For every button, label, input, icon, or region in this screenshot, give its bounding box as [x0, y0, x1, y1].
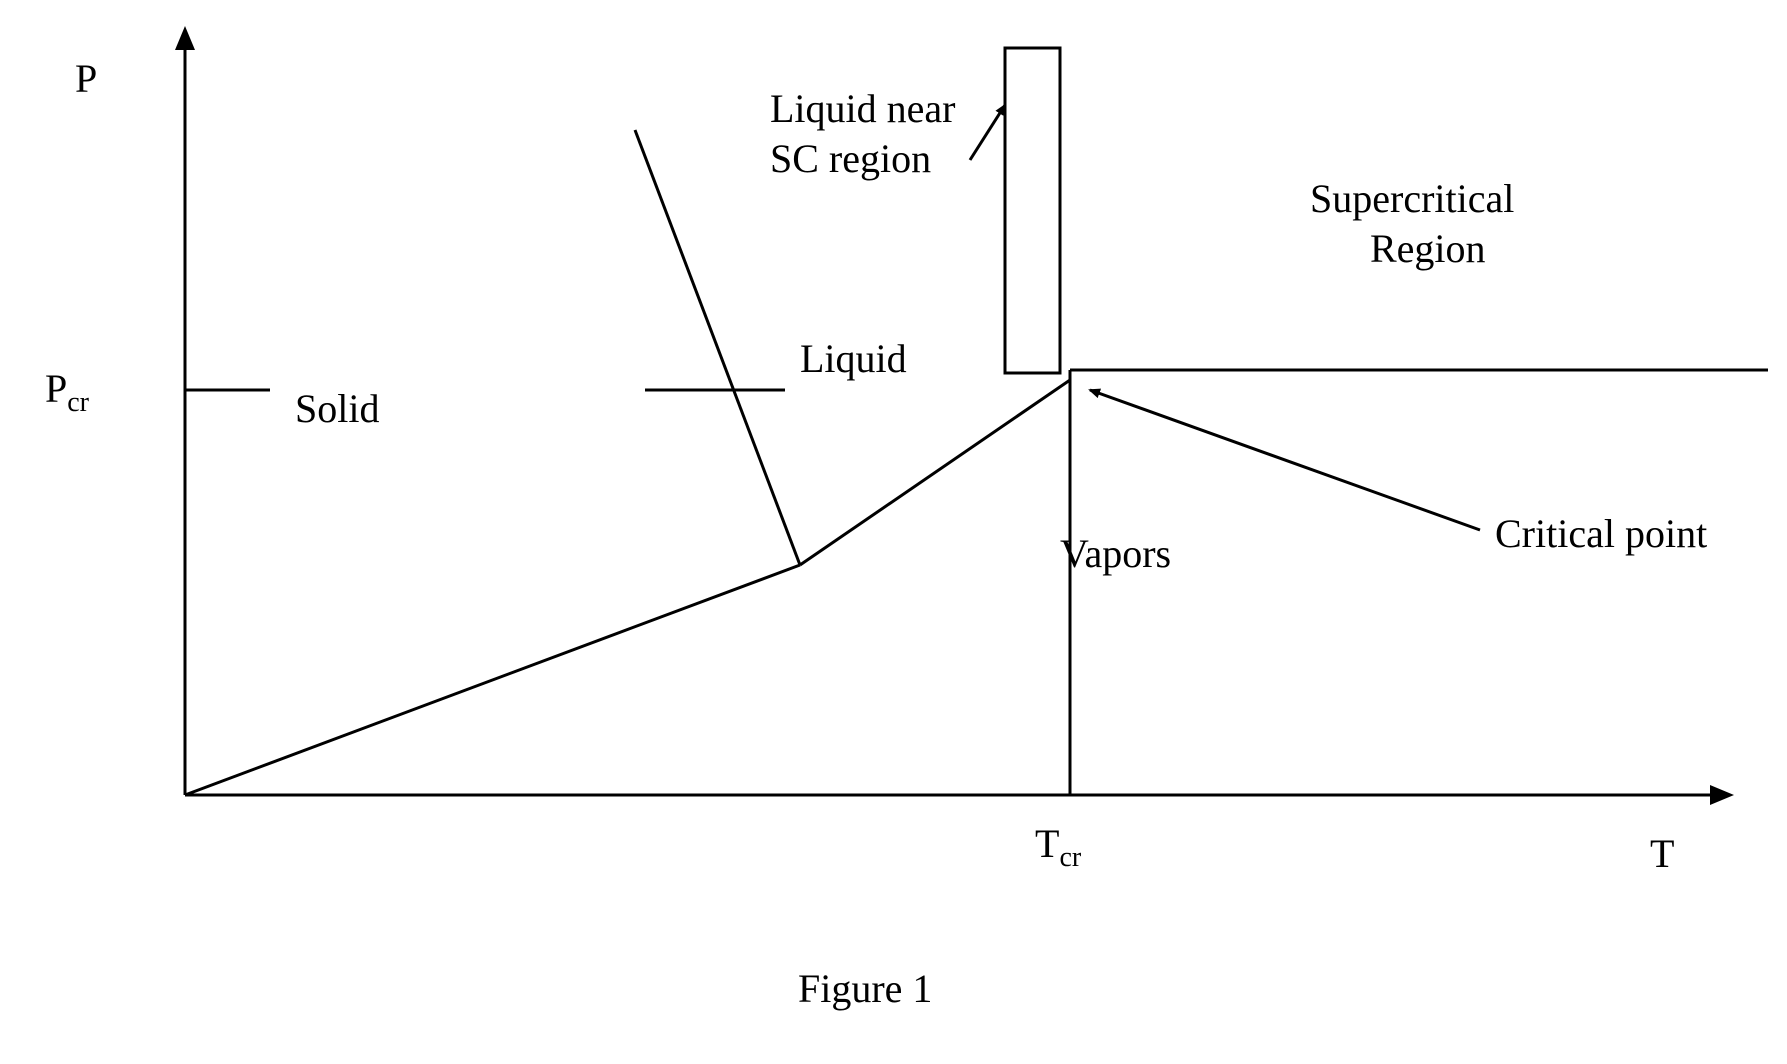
near-sc-label-line1: Liquid near: [770, 85, 956, 132]
solid-label: Solid: [295, 385, 379, 432]
pcr-sub: cr: [67, 387, 89, 418]
liquid-label: Liquid: [800, 335, 907, 382]
tcr-sub: cr: [1059, 842, 1081, 873]
phase-diagram: P T Pcr Tcr Solid Liquid Vapors Supercri…: [0, 0, 1787, 1064]
liquid-vapor-boundary: [800, 380, 1070, 565]
critical-point-label: Critical point: [1495, 510, 1707, 557]
near-sc-pointer: [970, 105, 1005, 160]
pcr-label: Pcr: [45, 365, 89, 419]
supercritical-label-line1: Supercritical: [1310, 175, 1514, 222]
solid-vapor-boundary: [185, 565, 800, 795]
liquid-near-sc-box: [1005, 48, 1060, 373]
tcr-label: Tcr: [1035, 820, 1081, 874]
supercritical-label-line2: Region: [1370, 225, 1486, 272]
y-axis-label: P: [75, 55, 97, 102]
solid-liquid-boundary: [635, 130, 800, 565]
pcr-main: P: [45, 366, 67, 411]
figure-caption: Figure 1: [798, 965, 932, 1012]
critical-point-pointer: [1090, 390, 1480, 530]
vapors-label: Vapors: [1060, 530, 1171, 577]
x-axis-label: T: [1650, 830, 1674, 877]
near-sc-label-line2: SC region: [770, 135, 931, 182]
tcr-main: T: [1035, 821, 1059, 866]
